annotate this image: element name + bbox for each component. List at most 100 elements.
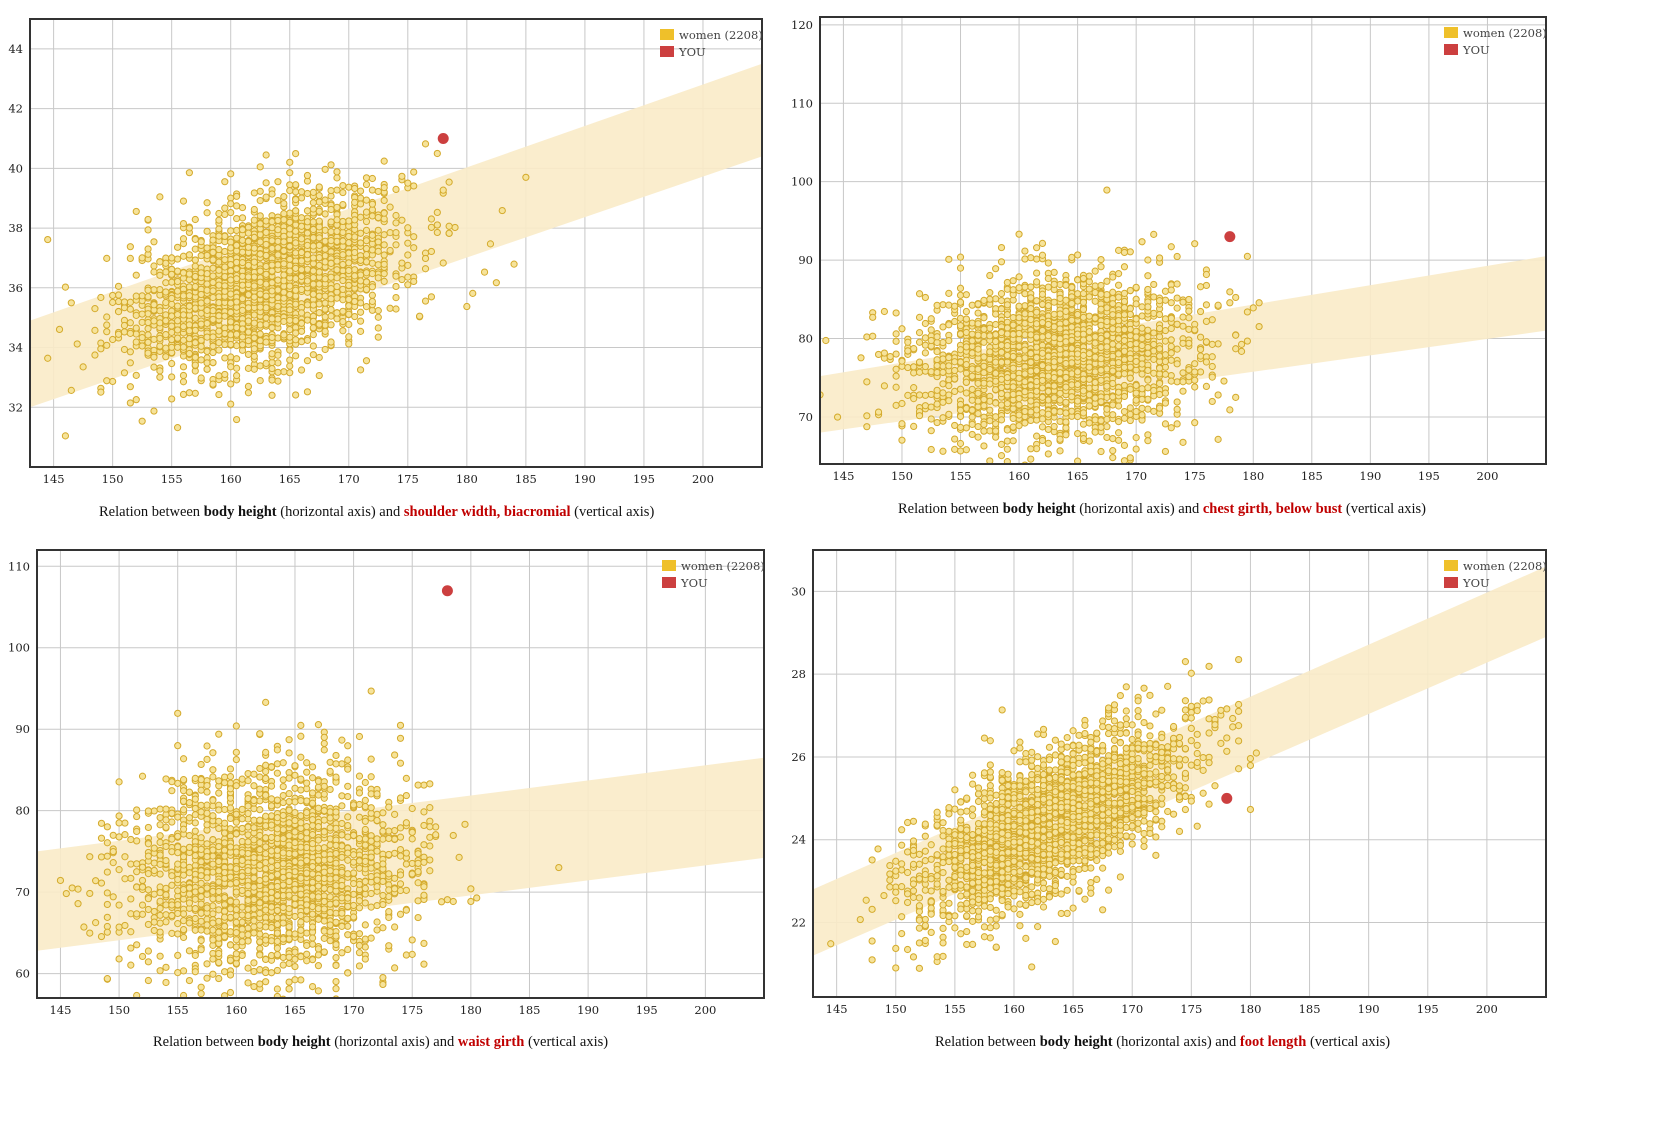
data-point — [427, 247, 436, 256]
data-point — [309, 331, 317, 339]
x-tick-label: 195 — [1418, 469, 1440, 483]
data-point — [162, 353, 170, 361]
data-point — [286, 242, 294, 250]
data-point — [191, 215, 199, 224]
data-point — [956, 447, 965, 455]
data-point — [168, 270, 176, 278]
data-point — [274, 286, 282, 294]
data-point — [274, 377, 282, 385]
data-point — [1021, 346, 1029, 354]
data-point — [1097, 447, 1105, 456]
data-point — [1226, 288, 1234, 296]
data-point — [203, 251, 211, 259]
data-point — [974, 409, 982, 418]
data-point — [997, 305, 1006, 313]
data-point — [992, 385, 1000, 394]
data-point — [1126, 325, 1134, 333]
data-point — [980, 353, 988, 361]
legend-label-you: YOU — [1462, 43, 1490, 57]
data-point — [1109, 434, 1117, 443]
data-point — [351, 266, 359, 274]
data-point — [368, 212, 376, 220]
data-point — [91, 326, 99, 334]
data-point — [1038, 239, 1047, 248]
data-point — [356, 239, 365, 247]
data-point — [297, 309, 306, 317]
data-point — [303, 388, 312, 396]
data-point — [297, 214, 306, 222]
data-point — [250, 352, 258, 360]
data-point — [992, 320, 1000, 329]
data-point — [922, 487, 928, 493]
data-point — [404, 224, 412, 232]
data-point — [1068, 323, 1076, 331]
data-point — [179, 235, 188, 243]
data-point — [962, 307, 970, 316]
data-point — [1003, 400, 1011, 408]
data-point — [362, 217, 371, 226]
caption-prefix: Relation between — [898, 501, 1000, 517]
data-point — [1044, 372, 1052, 380]
data-point — [168, 278, 176, 286]
data-point — [1068, 370, 1076, 378]
data-point — [227, 340, 235, 349]
data-point — [1003, 445, 1011, 453]
data-point — [951, 366, 959, 375]
data-point — [1003, 330, 1011, 338]
data-point — [992, 265, 1000, 273]
data-point — [114, 291, 123, 299]
data-point — [179, 252, 188, 260]
data-point — [333, 294, 341, 302]
data-point — [1109, 447, 1117, 455]
data-point — [233, 415, 241, 424]
data-point — [309, 317, 317, 325]
data-point — [327, 205, 335, 214]
data-point — [327, 338, 335, 346]
data-point — [197, 238, 205, 246]
data-point — [410, 244, 418, 252]
data-point — [1003, 351, 1011, 360]
data-point — [421, 265, 430, 273]
data-point — [1126, 354, 1134, 363]
data-point — [238, 236, 247, 244]
data-point — [280, 317, 288, 326]
data-point — [1167, 377, 1175, 385]
data-point — [1068, 407, 1076, 415]
data-point — [1062, 296, 1070, 304]
data-point — [221, 263, 229, 271]
data-point — [1056, 389, 1064, 397]
data-point — [986, 295, 994, 303]
data-point — [262, 304, 270, 312]
data-point — [150, 268, 158, 276]
data-point — [321, 299, 329, 307]
data-point — [956, 291, 965, 299]
data-point — [221, 312, 229, 320]
data-point — [933, 400, 941, 408]
data-point — [1150, 329, 1158, 337]
data-point — [250, 244, 258, 252]
data-point — [1056, 356, 1064, 364]
chart-legend: women (2208)YOU — [1444, 26, 1547, 57]
data-point — [1033, 406, 1041, 414]
data-point — [1126, 331, 1134, 340]
data-point — [168, 818, 176, 826]
data-point — [215, 281, 223, 289]
data-point — [1085, 334, 1093, 342]
data-point — [227, 400, 235, 408]
data-point — [274, 226, 282, 234]
data-point — [185, 335, 193, 343]
data-point — [956, 385, 965, 393]
data-point — [927, 368, 935, 376]
data-point — [974, 331, 982, 339]
data-point — [274, 368, 282, 376]
data-point — [292, 329, 300, 337]
data-point — [1144, 332, 1152, 341]
data-point — [315, 292, 323, 300]
you-point[interactable] — [437, 132, 449, 144]
data-point — [1038, 393, 1047, 401]
you-point[interactable] — [1224, 231, 1236, 243]
data-point — [209, 278, 217, 287]
data-point — [138, 310, 146, 318]
data-point — [345, 217, 353, 225]
data-point — [150, 363, 158, 371]
